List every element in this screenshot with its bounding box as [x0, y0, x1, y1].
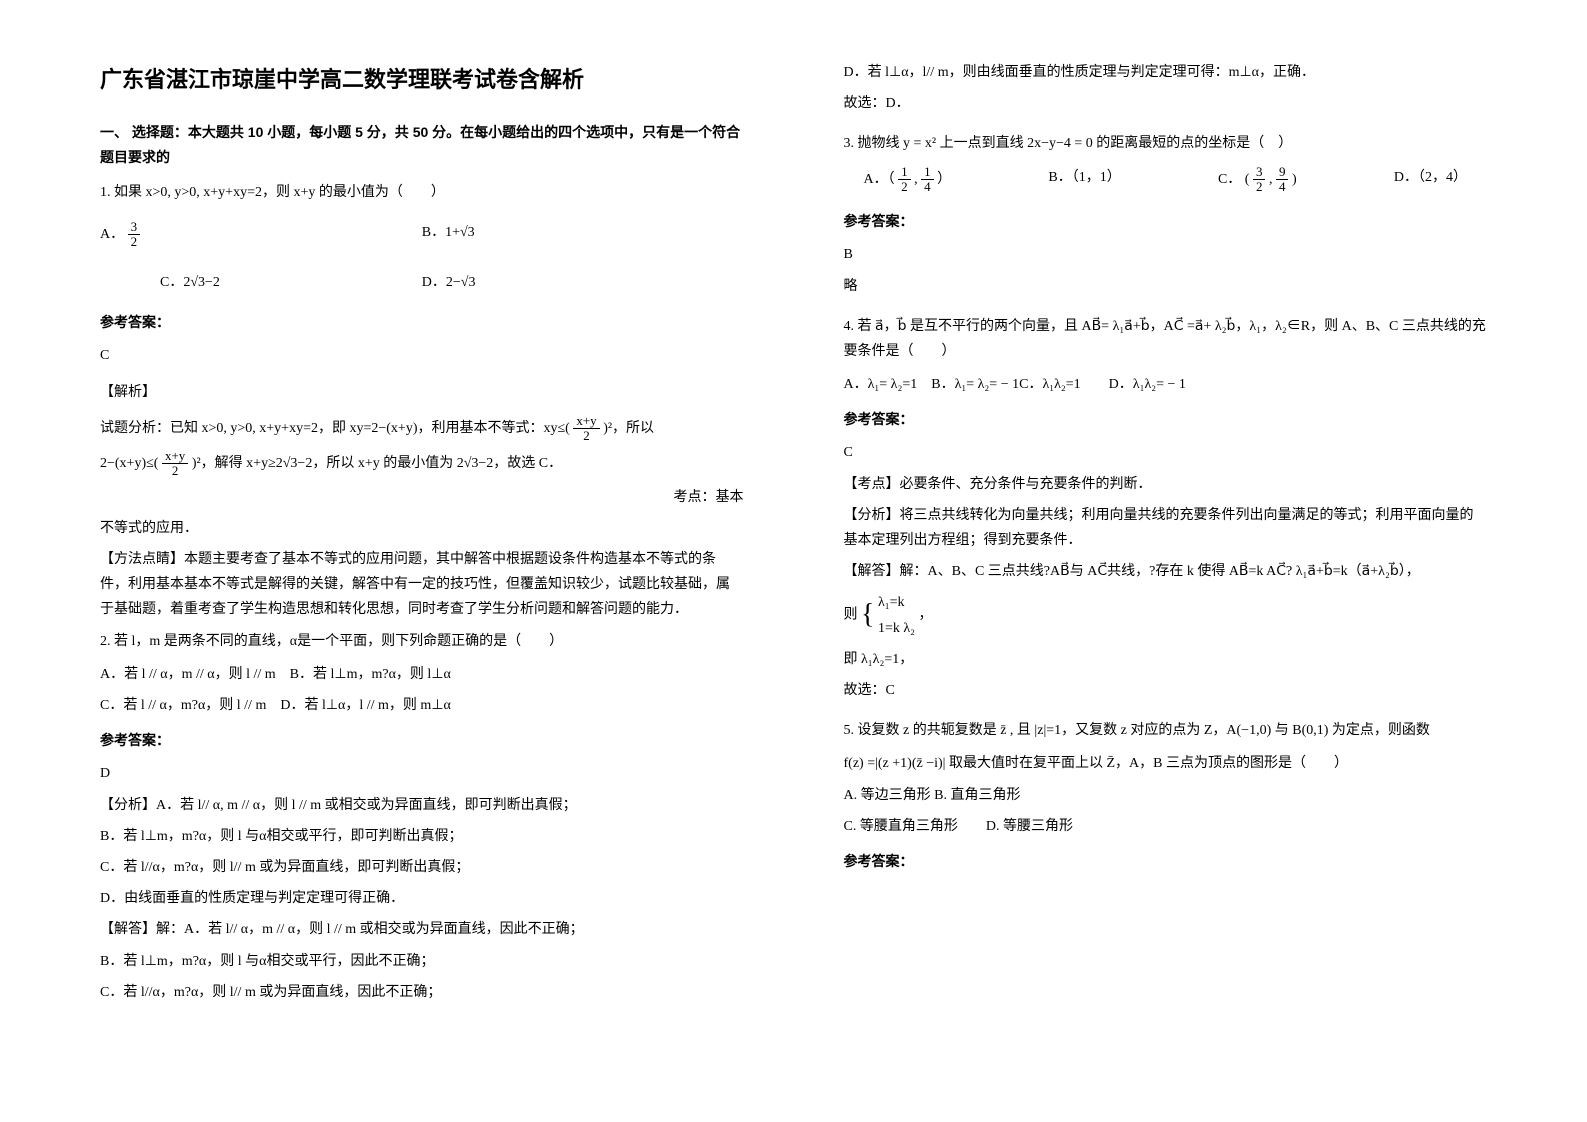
q2-fenxi-label: 【分析】A．若 l// α, m // α，则 l // m 或相交或为异面直线…	[100, 793, 744, 818]
q4-ze: 则	[844, 608, 858, 623]
q1-ans-label: 参考答案：	[100, 310, 744, 335]
a2n: 1	[921, 165, 934, 180]
l1num: x+y	[573, 414, 599, 429]
q4-kaodian: 【考点】必要条件、充分条件与充要条件的判断．	[844, 472, 1488, 497]
optA-den: 2	[128, 235, 141, 249]
q1-line1a: 试题分析：已知 x>0, y>0, x+y+xy=2，即 xy=2−(x+y)，…	[100, 421, 570, 436]
q3-optA-f1: 1 2	[898, 165, 911, 195]
q2-ans-label: 参考答案：	[100, 728, 744, 753]
left-column: 广东省湛江市琼崖中学高二数学理联考试卷含解析 一、 选择题：本大题共 10 小题…	[0, 0, 794, 1122]
q3-optA-f2: 1 4	[921, 165, 934, 195]
q4-stem: 4. 若 a⃗，b⃗ 是互不平行的两个向量，且 AB⃗= λ₁a⃗+b⃗，AC⃗…	[844, 314, 1488, 364]
q4-ji: 即 λ₁λ₂=1，	[844, 647, 1488, 672]
q2-jieda-label: 【解答】解：A．若 l// α，m // α，则 l // m 或相交或为异面直…	[100, 917, 744, 942]
c1n: 3	[1253, 165, 1266, 180]
q2-fenxi-d: D．由线面垂直的性质定理与判定定理可得正确．	[100, 886, 744, 911]
q1-optA: A． 3 2	[100, 215, 422, 255]
q3-optC: C． ( 3 2 , 9 4 )	[1218, 165, 1297, 195]
q3-optC-open: (	[1245, 172, 1250, 187]
q2-fenxi-c: C．若 l//α，m?α，则 l// m 或为异面直线，即可判断出真假；	[100, 855, 744, 880]
q3-optC-label: C．	[1218, 172, 1241, 187]
q4-conclusion: 故选：C	[844, 678, 1488, 703]
a1n: 1	[898, 165, 911, 180]
q3-ans: B	[844, 242, 1488, 267]
brace-icon: {	[861, 599, 874, 630]
q2-optA: A．若 l // α，m // α，则 l // m B．若 l⊥m，m?α，则…	[100, 662, 744, 687]
q4-brace: 则 { λ₁=k 1=k λ₂ ，	[844, 590, 1488, 640]
q2-jieda-c: C．若 l//α，m?α，则 l// m 或为异面直线，因此不正确；	[100, 980, 744, 1005]
q3-optC-f1: 3 2	[1253, 165, 1266, 195]
q3-optA-label: A．（	[864, 172, 895, 187]
q1-optA-frac: 3 2	[128, 220, 141, 250]
q3-optB: B．（1，1）	[1048, 165, 1120, 195]
q3-optC-f2: 9 4	[1276, 165, 1289, 195]
q3-stem: 3. 抛物线 y = x² 上一点到直线 2x−y−4 = 0 的距离最短的点的…	[844, 131, 1488, 156]
q1-ans: C	[100, 343, 744, 368]
q4-ans-label: 参考答案：	[844, 407, 1488, 432]
q4-fenxi: 【分析】将三点共线转化为向量共线；利用向量共线的充要条件列出向量满足的等式；利用…	[844, 503, 1488, 553]
q4-opts: A．λ₁= λ₂=1 B．λ₁= λ₂= − 1C．λ₁λ₂=1 D．λ₁λ₂=…	[844, 372, 1488, 397]
q2-fenxi-b: B．若 l⊥m，m?α，则 l 与α相交或平行，即可判断出真假；	[100, 824, 744, 849]
a2d: 4	[921, 180, 934, 194]
q1-stem: 1. 如果 x>0, y>0, x+y+xy=2，则 x+y 的最小值为（ ）	[100, 180, 744, 205]
brace-bot: 1=k λ₂	[878, 616, 915, 641]
q2-stem: 2. 若 l，m 是两条不同的直线，α是一个平面，则下列命题正确的是（ ）	[100, 629, 744, 654]
q1-optC: C．2√3−2	[100, 265, 422, 300]
comma: ，	[919, 608, 933, 623]
right-column: D．若 l⊥α，l// m，则由线面垂直的性质定理与判定定理可得：m⊥α，正确．…	[794, 0, 1587, 1122]
q5-stem: 5. 设复数 z 的共轭复数是 z̄ , 且 |z|=1，又复数 z 对应的点为…	[844, 718, 1488, 743]
l2den: 2	[162, 464, 188, 478]
brace-content: λ₁=k 1=k λ₂	[878, 590, 915, 640]
q2cont-conclusion: 故选：D．	[844, 91, 1488, 116]
q2-optC: C．若 l // α，m?α，则 l // m D．若 l⊥α，l // m，则…	[100, 693, 744, 718]
q1-analysis-label: 【解析】	[100, 380, 744, 405]
q1-line2: 2−(x+y)≤( x+y 2 )²，解得 x+y≥2√3−2，所以 x+y 的…	[100, 449, 744, 479]
q2-jieda-b: B．若 l⊥m，m?α，则 l 与α相交或平行，因此不正确；	[100, 949, 744, 974]
q1-options-row2: C．2√3−2 D．2−√3	[100, 265, 744, 300]
q5-optC: C. 等腰直角三角形 D. 等腰三角形	[844, 814, 1488, 839]
q3-optD: D．（2，4）	[1394, 165, 1467, 195]
q2-ans: D	[100, 761, 744, 786]
q1-line1b: )²，所以	[603, 421, 654, 436]
q3-options: A．（ 1 2 , 1 4 ） B．（1，1） C． ( 3 2 , 9 4	[844, 165, 1488, 195]
q1-kaodian: 考点：基本	[100, 485, 744, 510]
q1-optB: B．1+√3	[422, 215, 744, 255]
c2d: 4	[1276, 180, 1289, 194]
q3-optA-close: ）	[937, 172, 951, 187]
q1-line1-frac: x+y 2	[573, 414, 599, 444]
q3-lue: 略	[844, 274, 1488, 299]
q4-ans: C	[844, 440, 1488, 465]
q1-line2a: 2−(x+y)≤(	[100, 456, 158, 471]
q1-optD: D．2−√3	[422, 265, 744, 300]
q1-line2-frac: x+y 2	[162, 449, 188, 479]
q5-ans-label: 参考答案：	[844, 849, 1488, 874]
q3-optC-close: )	[1292, 172, 1297, 187]
q5-formula: f(z) =|(z +1)(z̄ −i)| 取最大值时在复平面上以 Z̄，A，B…	[844, 751, 1488, 776]
q1-options-row1: A． 3 2 B．1+√3	[100, 215, 744, 255]
q2cont-d: D．若 l⊥α，l// m，则由线面垂直的性质定理与判定定理可得：m⊥α，正确．	[844, 60, 1488, 85]
q4-jieda: 【解答】解：A、B、C 三点共线?AB⃗与 AC⃗共线，?存在 k 使得 AB⃗…	[844, 559, 1488, 584]
q3-optC-mid: ,	[1269, 172, 1273, 187]
c2n: 9	[1276, 165, 1289, 180]
q3-optA-mid: ,	[914, 172, 918, 187]
q5-optA: A. 等边三角形 B. 直角三角形	[844, 783, 1488, 808]
optA-num: 3	[128, 220, 141, 235]
a1d: 2	[898, 180, 911, 194]
q3-optA: A．（ 1 2 , 1 4 ）	[864, 165, 952, 195]
q1-method: 【方法点睛】本题主要考查了基本不等式的应用问题，其中解答中根据题设条件构造基本不…	[100, 547, 744, 623]
q1-line3: 不等式的应用．	[100, 516, 744, 541]
q3-ans-label: 参考答案：	[844, 209, 1488, 234]
q1-optA-label: A．	[100, 227, 124, 242]
q1-line2b: )²，解得 x+y≥2√3−2，所以 x+y 的最小值为 2√3−2，故选 C．	[192, 456, 562, 471]
section-1-header: 一、 选择题：本大题共 10 小题，每小题 5 分，共 50 分。在每小题给出的…	[100, 120, 744, 170]
q1-line1: 试题分析：已知 x>0, y>0, x+y+xy=2，即 xy=2−(x+y)，…	[100, 414, 744, 444]
l2num: x+y	[162, 449, 188, 464]
doc-title: 广东省湛江市琼崖中学高二数学理联考试卷含解析	[100, 60, 744, 100]
c1d: 2	[1253, 180, 1266, 194]
l1den: 2	[573, 429, 599, 443]
brace-top: λ₁=k	[878, 590, 915, 615]
